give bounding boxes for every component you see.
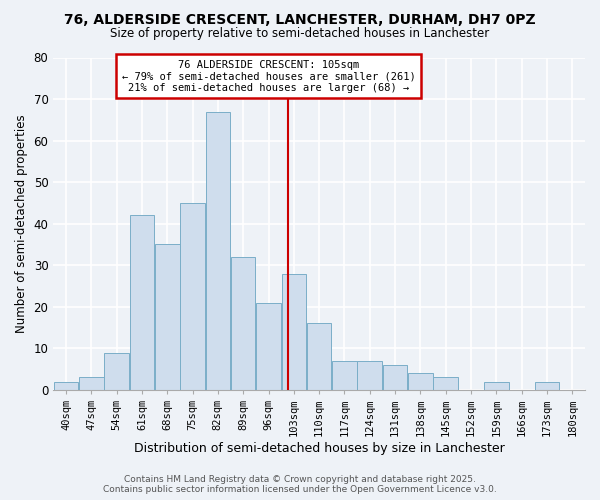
Bar: [79, 378, 104, 390]
Text: 76, ALDERSIDE CRESCENT, LANCHESTER, DURHAM, DH7 0PZ: 76, ALDERSIDE CRESCENT, LANCHESTER, DURH…: [64, 12, 536, 26]
Bar: [535, 382, 559, 390]
Bar: [155, 244, 179, 390]
Bar: [53, 382, 78, 390]
X-axis label: Distribution of semi-detached houses by size in Lanchester: Distribution of semi-detached houses by …: [134, 442, 505, 455]
Bar: [484, 382, 509, 390]
Bar: [231, 257, 256, 390]
Text: Size of property relative to semi-detached houses in Lanchester: Size of property relative to semi-detach…: [110, 28, 490, 40]
Bar: [383, 365, 407, 390]
Bar: [256, 302, 281, 390]
Bar: [358, 361, 382, 390]
Bar: [408, 374, 433, 390]
Bar: [130, 216, 154, 390]
Bar: [307, 324, 331, 390]
Bar: [180, 203, 205, 390]
Bar: [104, 352, 129, 390]
Y-axis label: Number of semi-detached properties: Number of semi-detached properties: [15, 114, 28, 333]
Text: 76 ALDERSIDE CRESCENT: 105sqm
← 79% of semi-detached houses are smaller (261)
21: 76 ALDERSIDE CRESCENT: 105sqm ← 79% of s…: [122, 60, 415, 93]
Text: Contains HM Land Registry data © Crown copyright and database right 2025.
Contai: Contains HM Land Registry data © Crown c…: [103, 474, 497, 494]
Bar: [206, 112, 230, 390]
Bar: [281, 274, 306, 390]
Bar: [433, 378, 458, 390]
Bar: [332, 361, 357, 390]
